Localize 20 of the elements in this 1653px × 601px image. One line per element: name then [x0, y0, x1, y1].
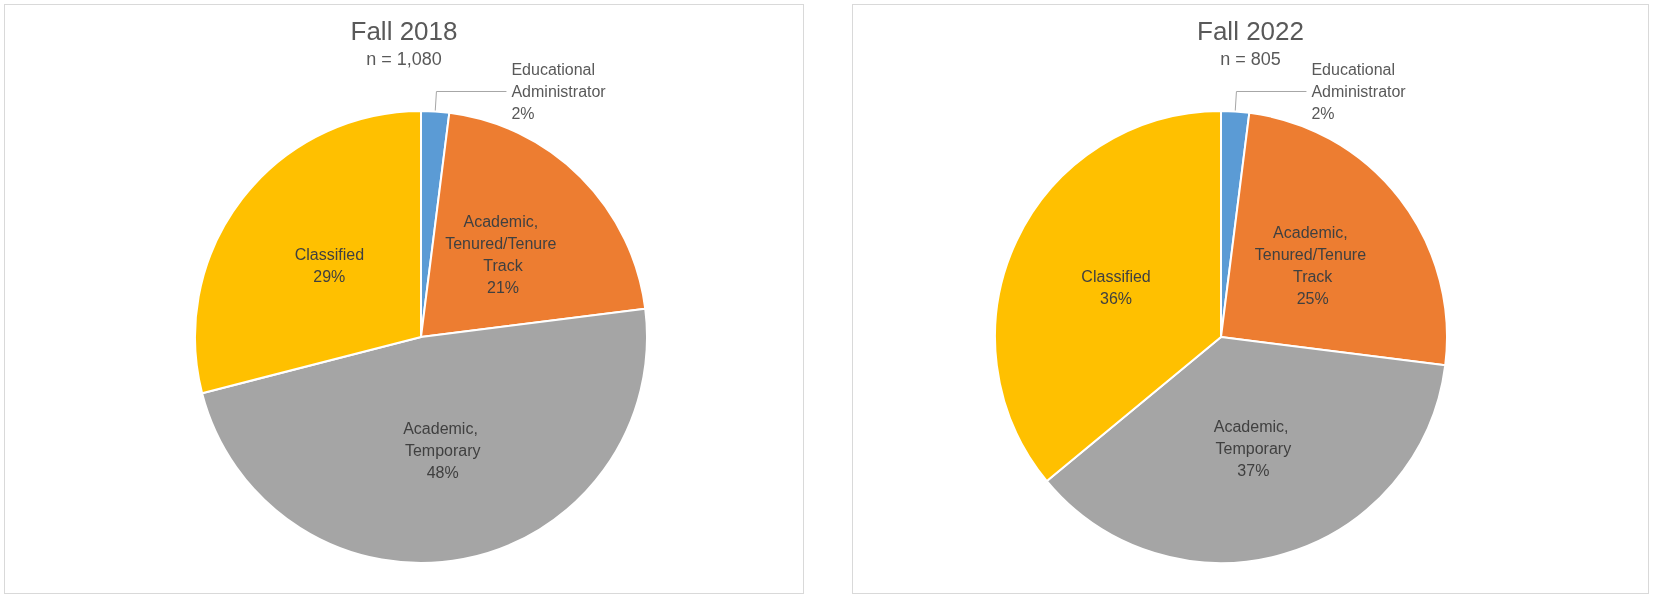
chart-subtitle: n = 805: [1220, 49, 1281, 69]
chart-subtitle: n = 1,080: [366, 49, 442, 69]
data-label: 21%: [487, 279, 520, 297]
slice-label: Academic, Tenured/Tenure Track: [445, 213, 561, 275]
slice-label: Academic, Temporary: [1213, 417, 1293, 457]
data-label: 29%: [313, 268, 346, 286]
slice-label: Academic, Temporary: [403, 420, 483, 460]
slice-label: Educational Administrator: [1311, 60, 1407, 100]
slice-label: Educational Administrator: [511, 60, 607, 100]
data-label: 37%: [1237, 461, 1270, 479]
chart-title: Fall 2022: [1197, 16, 1304, 46]
slice-label: Classified: [294, 246, 365, 264]
data-label: 48%: [426, 464, 459, 482]
slice-label: Academic, Tenured/Tenure Track: [1254, 224, 1371, 286]
data-label: 25%: [1296, 290, 1329, 308]
data-label: 2%: [1311, 104, 1335, 122]
data-label: 2%: [511, 104, 535, 122]
slice-label: Classified: [1081, 268, 1151, 286]
data-label: 36%: [1100, 290, 1133, 308]
chart-title: Fall 2018: [350, 16, 458, 46]
